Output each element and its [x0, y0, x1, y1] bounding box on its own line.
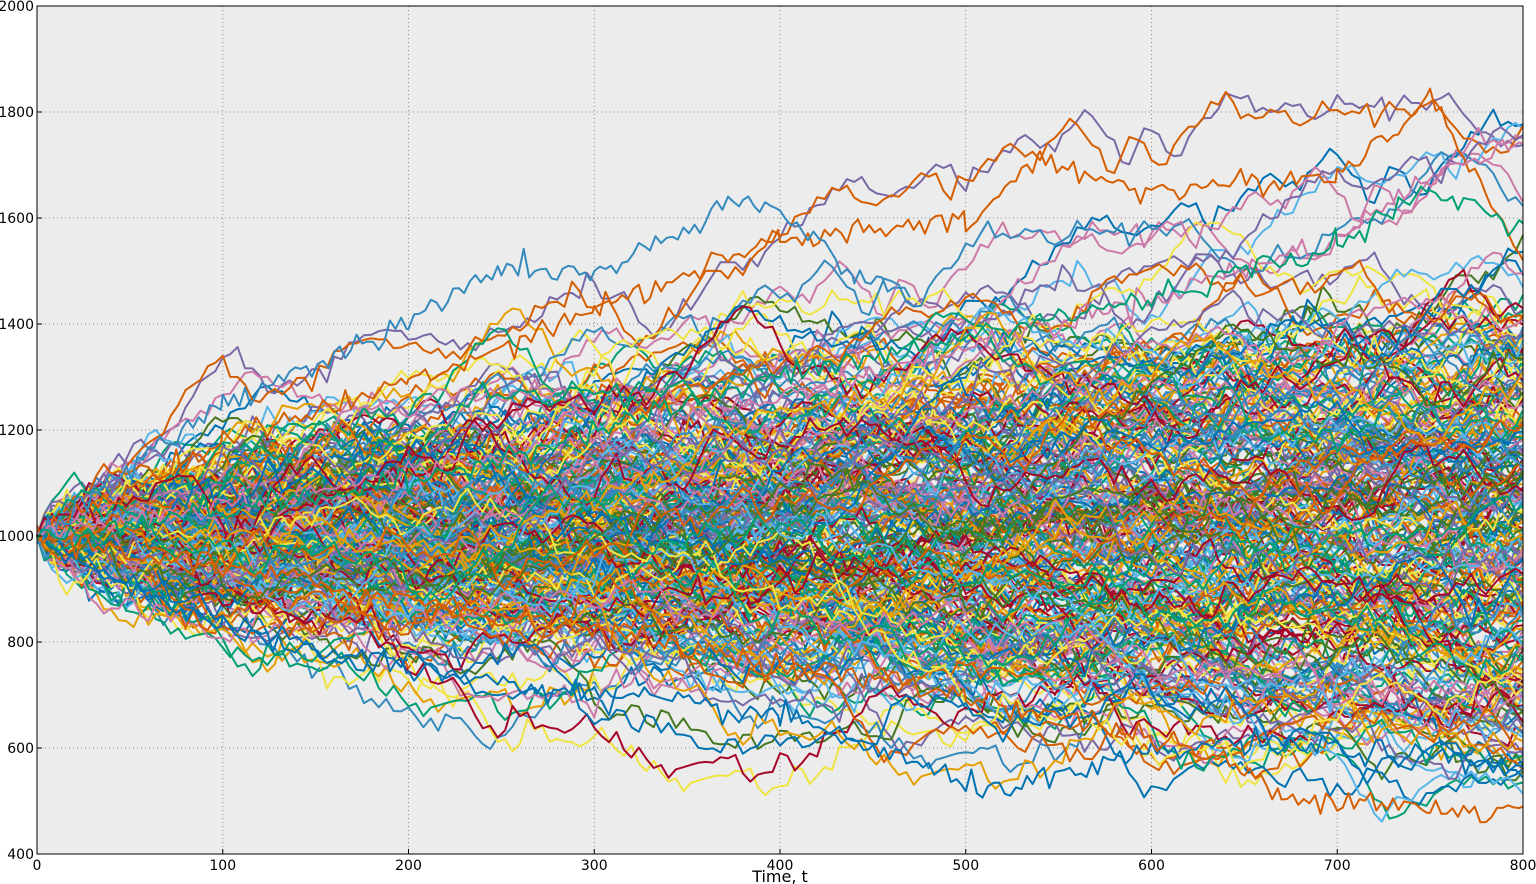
random-walk-path [36, 433, 1524, 645]
random-walk-path [36, 425, 1524, 591]
y-tick-label: 1600 [0, 211, 34, 227]
x-tick-label: 100 [209, 858, 236, 874]
random-walk-path [36, 516, 1524, 680]
random-walk-path [36, 424, 1524, 542]
random-walk-path [36, 473, 1524, 713]
highlighted-path [36, 525, 1524, 824]
x-tick-label: 300 [581, 858, 608, 874]
y-tick-label: 1400 [0, 317, 34, 333]
random-walk-path [36, 530, 1524, 781]
random-walk-path [36, 487, 1524, 771]
highlighted-path [36, 138, 1524, 540]
y-tick-label: 1800 [0, 105, 34, 121]
highlighted-path [36, 195, 911, 544]
random-walk-path [36, 506, 1524, 658]
y-tick-label: 800 [7, 635, 34, 651]
random-walk-path [36, 375, 1524, 556]
random-walk-path [36, 489, 1524, 719]
random-walk-path [36, 462, 1524, 602]
x-tick-label: 200 [395, 858, 422, 874]
series-paths [36, 87, 1524, 824]
x-tick-label: 500 [952, 858, 979, 874]
x-tick-label: 800 [1510, 858, 1536, 874]
highlighted-path [36, 528, 1524, 799]
random-walk-path [36, 311, 1524, 562]
y-tick-label: 1200 [0, 423, 34, 439]
random-walk-path [36, 461, 1524, 646]
random-walk-path [36, 400, 1524, 559]
y-tick-label: 600 [7, 741, 34, 757]
x-tick-label: 0 [33, 858, 42, 874]
x-axis-ticks: 0 100 200 300 400 500 600 700 800 [33, 849, 1536, 874]
random-walk-path [36, 350, 1524, 571]
highlighted-path [36, 185, 1524, 542]
random-walk-path [36, 535, 1524, 785]
random-walk-path [36, 247, 1524, 605]
random-walk-path [36, 259, 1524, 545]
random-walk-path [36, 415, 1524, 559]
random-walk-path [36, 405, 1524, 591]
random-walk-path [36, 305, 1524, 555]
random-walk-path [36, 435, 1524, 592]
random-walk-path [36, 532, 1524, 783]
y-tick-label: 1000 [0, 529, 34, 545]
random-walk-path [36, 382, 1524, 589]
x-tick-label: 700 [1324, 858, 1351, 874]
random-walk-path [36, 289, 1524, 541]
y-tick-label: 400 [7, 847, 34, 863]
random-walk-path [36, 417, 1524, 548]
highlighted-path [36, 87, 1524, 540]
random-walk-path [36, 507, 1524, 790]
random-walk-path [36, 311, 1524, 537]
random-walk-path [36, 504, 1524, 661]
random-walk-path [36, 513, 1524, 623]
x-tick-label: 600 [1138, 858, 1165, 874]
random-walk-path [36, 90, 1524, 537]
random-walk-path [36, 327, 1524, 537]
random-walk-path [36, 504, 1524, 671]
random-walk-path [36, 483, 1524, 681]
y-tick-label: 2000 [0, 0, 34, 15]
x-axis-label: Time, t [751, 867, 808, 884]
y-axis-ticks: 400 600 800 1000 1200 1400 1600 1800 2000 [0, 0, 42, 863]
x-tick-label: 400 [767, 858, 794, 874]
